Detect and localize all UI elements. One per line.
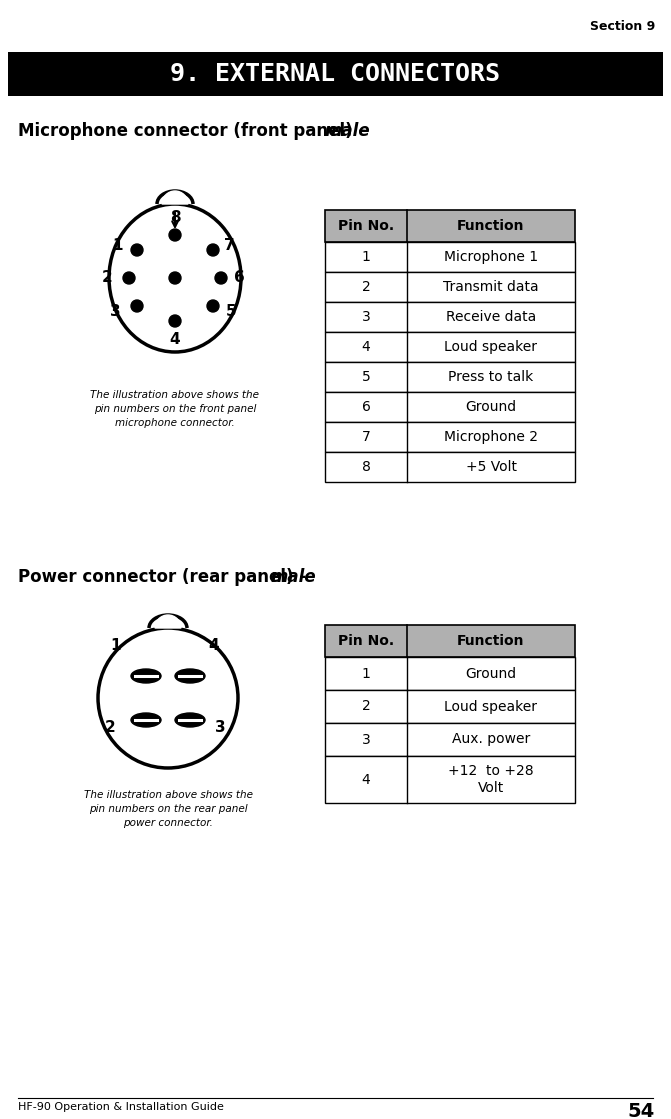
Bar bbox=[325, 723, 575, 756]
Bar bbox=[325, 392, 575, 422]
Bar bbox=[325, 272, 575, 302]
Text: +5 Volt: +5 Volt bbox=[466, 460, 517, 474]
Ellipse shape bbox=[131, 669, 161, 683]
Circle shape bbox=[207, 244, 219, 256]
Text: The illustration above shows the: The illustration above shows the bbox=[83, 790, 252, 800]
Text: 9. EXTERNAL CONNECTORS: 9. EXTERNAL CONNECTORS bbox=[170, 62, 500, 86]
Text: 2: 2 bbox=[362, 699, 370, 714]
Bar bbox=[325, 363, 575, 392]
Text: Function: Function bbox=[457, 219, 525, 233]
Ellipse shape bbox=[175, 713, 205, 727]
Text: 7: 7 bbox=[223, 238, 234, 254]
Circle shape bbox=[169, 272, 181, 284]
Text: 3: 3 bbox=[109, 304, 120, 320]
Text: 5: 5 bbox=[362, 370, 370, 384]
Bar bbox=[325, 242, 575, 272]
Circle shape bbox=[169, 316, 181, 327]
Text: Receive data: Receive data bbox=[446, 310, 536, 325]
Text: 1: 1 bbox=[362, 667, 370, 680]
Circle shape bbox=[207, 300, 219, 312]
Text: male: male bbox=[270, 568, 315, 586]
Bar bbox=[8, 51, 663, 96]
Ellipse shape bbox=[175, 669, 205, 683]
Text: Section 9: Section 9 bbox=[590, 20, 655, 32]
Text: Pin No.: Pin No. bbox=[338, 634, 394, 648]
Text: 1: 1 bbox=[113, 238, 123, 254]
Text: 6: 6 bbox=[234, 271, 244, 285]
Text: 2: 2 bbox=[105, 721, 115, 735]
Bar bbox=[325, 452, 575, 482]
Text: HF-90 Operation & Installation Guide: HF-90 Operation & Installation Guide bbox=[18, 1102, 224, 1112]
Circle shape bbox=[131, 244, 143, 256]
Text: power connector.: power connector. bbox=[123, 818, 213, 828]
Bar bbox=[325, 422, 575, 452]
Text: 6: 6 bbox=[362, 399, 370, 414]
Bar bbox=[325, 332, 575, 363]
Text: 1: 1 bbox=[111, 639, 121, 653]
Text: 4: 4 bbox=[209, 639, 219, 653]
Bar bbox=[325, 690, 575, 723]
Text: Ground: Ground bbox=[466, 667, 517, 680]
Text: +12  to +28
Volt: +12 to +28 Volt bbox=[448, 764, 534, 794]
Circle shape bbox=[169, 229, 181, 241]
Text: Loud speaker: Loud speaker bbox=[444, 699, 537, 714]
Text: Loud speaker: Loud speaker bbox=[444, 340, 537, 354]
Text: Microphone connector (front panel) -: Microphone connector (front panel) - bbox=[18, 122, 371, 140]
Bar bbox=[325, 756, 575, 803]
Text: Microphone 2: Microphone 2 bbox=[444, 430, 538, 444]
Text: 5: 5 bbox=[225, 304, 236, 320]
Text: Pin No.: Pin No. bbox=[338, 219, 394, 233]
Circle shape bbox=[215, 272, 227, 284]
Ellipse shape bbox=[109, 204, 241, 352]
Wedge shape bbox=[155, 615, 181, 628]
Text: Ground: Ground bbox=[466, 399, 517, 414]
Text: male: male bbox=[324, 122, 370, 140]
Bar bbox=[325, 626, 575, 657]
Text: 54: 54 bbox=[628, 1102, 655, 1119]
Text: Power connector (rear panel) -: Power connector (rear panel) - bbox=[18, 568, 312, 586]
Bar bbox=[325, 210, 575, 242]
Text: 8: 8 bbox=[170, 210, 180, 226]
Text: Function: Function bbox=[457, 634, 525, 648]
Bar bbox=[325, 657, 575, 690]
Text: Press to talk: Press to talk bbox=[448, 370, 533, 384]
Text: Microphone 1: Microphone 1 bbox=[444, 250, 538, 264]
Text: 2: 2 bbox=[101, 271, 112, 285]
Text: 4: 4 bbox=[362, 772, 370, 787]
Text: microphone connector.: microphone connector. bbox=[115, 419, 235, 427]
Bar bbox=[325, 302, 575, 332]
Text: 4: 4 bbox=[170, 332, 180, 348]
Text: 1: 1 bbox=[362, 250, 370, 264]
Text: pin numbers on the rear panel: pin numbers on the rear panel bbox=[89, 803, 248, 814]
Text: 3: 3 bbox=[362, 733, 370, 746]
Text: Aux. power: Aux. power bbox=[452, 733, 530, 746]
Wedge shape bbox=[162, 191, 188, 204]
Circle shape bbox=[98, 628, 238, 768]
Text: Transmit data: Transmit data bbox=[443, 280, 539, 294]
Circle shape bbox=[123, 272, 135, 284]
Ellipse shape bbox=[131, 713, 161, 727]
Text: 3: 3 bbox=[215, 721, 225, 735]
Text: 2: 2 bbox=[362, 280, 370, 294]
Text: pin numbers on the front panel: pin numbers on the front panel bbox=[94, 404, 256, 414]
Text: The illustration above shows the: The illustration above shows the bbox=[91, 391, 260, 399]
Text: 3: 3 bbox=[362, 310, 370, 325]
Text: 8: 8 bbox=[362, 460, 370, 474]
Circle shape bbox=[131, 300, 143, 312]
Text: 7: 7 bbox=[362, 430, 370, 444]
Text: 4: 4 bbox=[362, 340, 370, 354]
